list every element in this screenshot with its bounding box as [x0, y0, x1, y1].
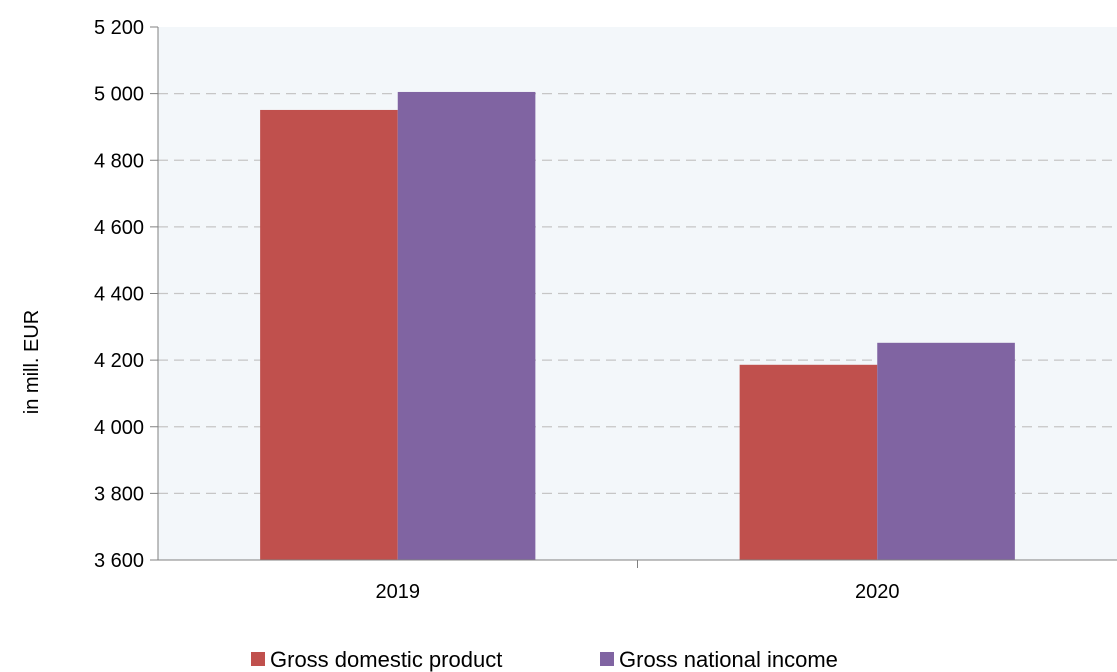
y-tick-label: 4 600	[94, 217, 144, 239]
legend-label: Gross domestic product	[270, 647, 502, 672]
y-tick-label: 5 000	[94, 84, 144, 106]
x-tick-label: 2020	[855, 581, 900, 603]
y-axis-title: in mill. EUR	[21, 310, 43, 414]
bar-gross-domestic-product-2019	[260, 109, 398, 561]
bar-gross-national-income-2020	[877, 342, 1015, 560]
legend-label: Gross national income	[619, 647, 838, 672]
legend-swatch	[600, 652, 614, 666]
bar-gross-domestic-product-2020	[739, 364, 878, 560]
bar-gross-national-income-2019	[397, 91, 536, 560]
y-tick-label: 4 200	[94, 350, 144, 372]
y-tick-label: 4 400	[94, 284, 144, 306]
y-tick-label: 3 600	[94, 550, 144, 572]
y-tick-label: 4 000	[94, 417, 144, 439]
legend: Gross domestic product Gross national inc…	[251, 647, 838, 672]
legend-swatch	[251, 652, 265, 666]
y-tick-label: 3 800	[94, 483, 144, 505]
y-tick-label: 5 200	[94, 17, 144, 39]
x-tick-label: 2019	[376, 581, 421, 603]
y-tick-label: 4 800	[94, 150, 144, 172]
x-axis: 2019 2020	[158, 559, 1117, 603]
y-axis: 3 600 3 800 4 000 4 200 4 400 4 600 4 800 5 000…	[94, 17, 159, 572]
bars	[260, 91, 1015, 561]
